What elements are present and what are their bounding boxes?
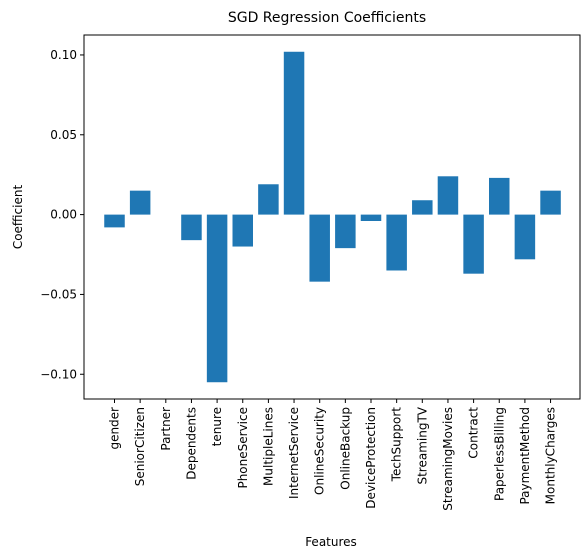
y-axis-label: Coefficient [11, 185, 25, 250]
chart-title: SGD Regression Coefficients [228, 10, 426, 26]
plot-frame [83, 34, 581, 400]
x-tick-label: Contract [467, 407, 481, 459]
x-axis: gender SeniorCitizen Partner Dependents tenu… [108, 399, 558, 511]
y-tick-label: 0.10 [50, 48, 77, 62]
bar-Contract [463, 214, 484, 274]
bar-PaperlessBilling [489, 177, 510, 215]
bar-SeniorCitizen [129, 190, 151, 215]
bar-DeviceProtection [360, 214, 382, 221]
y-tick-label: 0.00 [50, 208, 77, 222]
y-tick-label: −0.05 [40, 287, 77, 301]
x-axis-label: Features [305, 535, 357, 549]
y-tick-label: −0.10 [40, 367, 77, 381]
bar-tenure [206, 214, 228, 383]
x-tick-label: OnlineBackup [338, 407, 352, 490]
bar-PaymentMethod [514, 214, 536, 260]
bar-TechSupport [386, 214, 407, 271]
x-tick-label: gender [108, 407, 122, 450]
bar-InternetService [283, 51, 305, 215]
bar-OnlineSecurity [309, 214, 330, 282]
x-tick-label: Dependents [184, 407, 198, 480]
bar-MultipleLines [258, 184, 279, 215]
x-tick-label: tenure [210, 407, 224, 446]
x-tick-label: OnlineSecurity [313, 407, 327, 495]
bar-StreamingTV [412, 200, 433, 215]
x-tick-label: Partner [159, 407, 173, 451]
y-axis: −0.10 −0.05 0.00 0.05 0.10 [40, 48, 84, 381]
x-tick-label: SeniorCitizen [133, 407, 147, 486]
x-tick-label: PaymentMethod [518, 407, 532, 505]
bar-MonthlyCharges [540, 190, 561, 215]
bar-gender [104, 214, 125, 228]
x-tick-label: StreamingTV [415, 406, 429, 484]
x-tick-label: MonthlyCharges [544, 407, 558, 504]
y-tick-label: 0.05 [50, 128, 77, 142]
bar-PhoneService [232, 214, 253, 247]
x-tick-label: StreamingMovies [441, 407, 455, 511]
bar-StreamingMovies [437, 176, 459, 215]
x-tick-label: MultipleLines [261, 407, 275, 486]
x-tick-label: PhoneService [236, 407, 250, 489]
x-tick-label: TechSupport [390, 407, 404, 483]
bar-OnlineBackup [335, 214, 356, 249]
x-tick-label: DeviceProtection [364, 407, 378, 509]
bar-group [104, 51, 561, 383]
bar-Dependents [181, 214, 202, 241]
x-tick-label: InternetService [287, 407, 301, 499]
x-tick-label: PaperlessBilling [492, 407, 506, 501]
